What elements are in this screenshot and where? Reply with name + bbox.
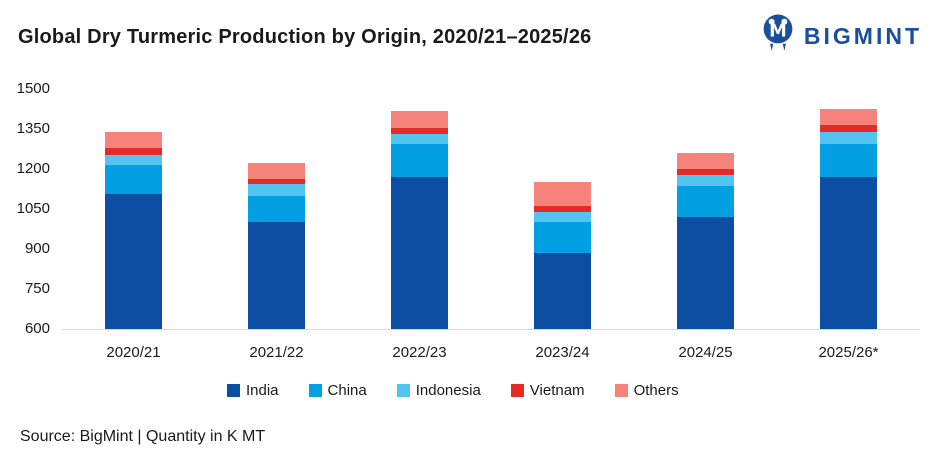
bar-segment-china-202324 bbox=[534, 221, 591, 253]
y-axis-tick-label: 1350 bbox=[16, 120, 50, 137]
legend-swatch-indonesia bbox=[396, 384, 410, 397]
bar-segment-china-202122 bbox=[248, 195, 305, 223]
x-axis-category-label: 2020/21 bbox=[106, 344, 161, 361]
bar-segment-india-202324 bbox=[534, 253, 591, 329]
x-axis-category-label: 2024/25 bbox=[678, 344, 733, 361]
legend-item-vietnam: Vietnam bbox=[510, 382, 585, 399]
legend-label: Vietnam bbox=[529, 382, 585, 399]
x-axis-category-label: 2025/26* bbox=[818, 344, 879, 361]
bar-segment-india-202526 bbox=[820, 177, 877, 329]
bar-segment-vietnam-202021 bbox=[105, 148, 162, 155]
bar-segment-vietnam-202324 bbox=[534, 206, 591, 212]
y-axis-tick-label: 600 bbox=[24, 320, 50, 337]
legend-label: India bbox=[246, 382, 279, 399]
y-axis-tick-label: 750 bbox=[24, 280, 50, 297]
bar-segment-indonesia-202122 bbox=[248, 184, 305, 196]
legend-item-others: Others bbox=[614, 382, 679, 399]
legend-swatch-vietnam bbox=[510, 384, 524, 397]
bar-segment-china-202526 bbox=[820, 143, 877, 177]
bar-segment-india-202223 bbox=[391, 177, 448, 329]
source-caption: Source: BigMint | Quantity in K MT bbox=[20, 428, 266, 445]
legend-label: Indonesia bbox=[415, 382, 481, 399]
bar-segment-others-202223 bbox=[391, 111, 448, 128]
bar-segment-china-202425 bbox=[677, 186, 734, 217]
bar-segment-vietnam-202223 bbox=[391, 127, 448, 134]
bar-segment-others-202324 bbox=[534, 182, 591, 207]
legend-swatch-india bbox=[227, 384, 240, 397]
legend-swatch-others bbox=[614, 384, 628, 397]
bar-segment-others-202122 bbox=[248, 163, 305, 180]
bar-segment-others-202425 bbox=[677, 153, 734, 170]
bar-segment-vietnam-202122 bbox=[248, 179, 305, 185]
bar-segment-indonesia-202526 bbox=[820, 131, 877, 144]
bar-segment-vietnam-202425 bbox=[677, 169, 734, 176]
y-axis-tick-label: 1050 bbox=[16, 200, 50, 217]
legend-item-india: India bbox=[227, 382, 279, 399]
bar-segment-others-202021 bbox=[105, 132, 162, 149]
bar-segment-india-202122 bbox=[248, 222, 305, 329]
legend-label: China bbox=[327, 382, 367, 399]
bar-segment-india-202021 bbox=[105, 194, 162, 329]
y-axis-tick-label: 1200 bbox=[16, 160, 50, 177]
bar-segment-china-202021 bbox=[105, 165, 162, 195]
bar-segment-india-202425 bbox=[677, 217, 734, 329]
chart-title: Global Dry Turmeric Production by Origin… bbox=[18, 26, 592, 48]
x-axis-category-label: 2023/24 bbox=[535, 344, 590, 361]
legend-item-china: China bbox=[308, 382, 367, 399]
bar-segment-indonesia-202223 bbox=[391, 133, 448, 145]
bigmint-logo: M BIGMINT bbox=[759, 12, 922, 61]
y-axis-tick-label: 1500 bbox=[16, 80, 50, 97]
y-axis-tick-label: 900 bbox=[24, 240, 50, 257]
svg-text:M: M bbox=[769, 22, 787, 42]
bar-segment-vietnam-202526 bbox=[820, 125, 877, 132]
bar-segment-indonesia-202425 bbox=[677, 175, 734, 187]
legend-item-indonesia: Indonesia bbox=[396, 382, 481, 399]
bigmint-logo-text: BIGMINT bbox=[803, 23, 922, 49]
bar-segment-china-202223 bbox=[391, 144, 448, 177]
legend-swatch-china bbox=[308, 384, 322, 397]
x-axis-category-label: 2021/22 bbox=[249, 344, 304, 361]
bar-segment-indonesia-202324 bbox=[534, 211, 591, 222]
bar-segment-indonesia-202021 bbox=[105, 154, 162, 165]
chart-legend: India China Indonesia Vietnam Others bbox=[227, 382, 679, 399]
bar-segment-others-202526 bbox=[820, 108, 877, 126]
legend-label: Others bbox=[633, 382, 679, 399]
x-axis-line bbox=[62, 329, 920, 330]
bigmint-logo-icon: M bbox=[759, 12, 797, 61]
x-axis-category-label: 2022/23 bbox=[392, 344, 447, 361]
